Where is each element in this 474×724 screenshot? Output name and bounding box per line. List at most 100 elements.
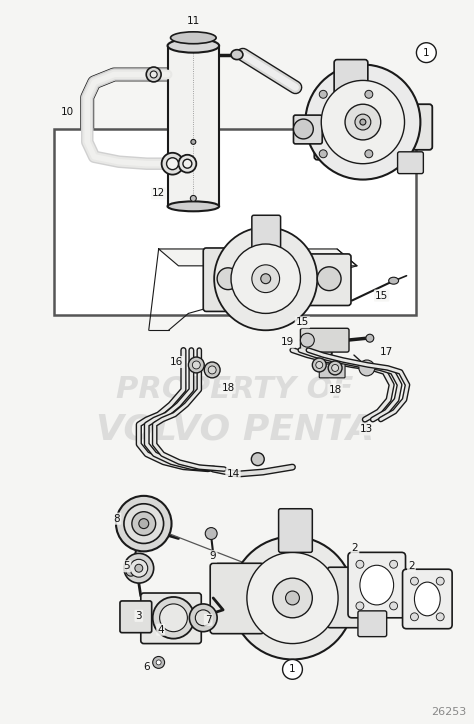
Text: 1: 1 bbox=[289, 665, 296, 674]
Ellipse shape bbox=[168, 201, 219, 211]
FancyBboxPatch shape bbox=[319, 364, 345, 378]
FancyBboxPatch shape bbox=[358, 611, 387, 636]
Ellipse shape bbox=[366, 334, 374, 342]
FancyBboxPatch shape bbox=[210, 563, 264, 634]
Ellipse shape bbox=[204, 362, 220, 378]
Text: 26253: 26253 bbox=[431, 707, 466, 717]
Circle shape bbox=[116, 496, 172, 552]
Text: 16: 16 bbox=[170, 357, 183, 367]
Circle shape bbox=[231, 536, 354, 660]
Circle shape bbox=[345, 104, 381, 140]
Text: 18: 18 bbox=[221, 383, 235, 393]
Ellipse shape bbox=[166, 158, 179, 169]
Ellipse shape bbox=[312, 358, 326, 372]
Circle shape bbox=[285, 591, 300, 605]
FancyBboxPatch shape bbox=[348, 552, 406, 618]
Text: 8: 8 bbox=[114, 513, 120, 523]
Circle shape bbox=[321, 80, 404, 164]
Text: 2: 2 bbox=[408, 561, 415, 571]
Ellipse shape bbox=[192, 361, 201, 369]
Ellipse shape bbox=[208, 366, 216, 374]
FancyBboxPatch shape bbox=[279, 509, 312, 552]
FancyBboxPatch shape bbox=[203, 248, 259, 311]
Ellipse shape bbox=[135, 564, 143, 572]
FancyBboxPatch shape bbox=[141, 593, 201, 644]
Circle shape bbox=[273, 578, 312, 618]
Ellipse shape bbox=[124, 553, 154, 583]
Text: 3: 3 bbox=[136, 611, 142, 620]
Circle shape bbox=[261, 274, 271, 284]
Circle shape bbox=[360, 119, 366, 125]
Ellipse shape bbox=[150, 71, 157, 78]
Ellipse shape bbox=[171, 32, 216, 43]
Ellipse shape bbox=[251, 452, 264, 466]
FancyBboxPatch shape bbox=[327, 567, 378, 628]
Ellipse shape bbox=[162, 153, 183, 174]
Bar bbox=[168, 46, 219, 206]
Circle shape bbox=[283, 660, 302, 679]
Circle shape bbox=[247, 552, 338, 644]
Text: 15: 15 bbox=[375, 290, 388, 300]
Text: PROPERTY OF: PROPERTY OF bbox=[116, 375, 354, 404]
Ellipse shape bbox=[130, 560, 148, 577]
Polygon shape bbox=[159, 249, 357, 266]
Bar bbox=[54, 129, 416, 316]
Circle shape bbox=[390, 560, 398, 568]
Ellipse shape bbox=[389, 277, 399, 284]
Circle shape bbox=[410, 613, 419, 620]
Circle shape bbox=[319, 150, 327, 158]
Ellipse shape bbox=[414, 582, 440, 616]
Circle shape bbox=[356, 602, 364, 610]
Circle shape bbox=[390, 602, 398, 610]
Ellipse shape bbox=[183, 159, 192, 168]
Circle shape bbox=[153, 657, 164, 668]
Circle shape bbox=[436, 577, 444, 585]
Text: 5: 5 bbox=[124, 561, 130, 571]
Text: 15: 15 bbox=[296, 317, 309, 327]
Ellipse shape bbox=[153, 597, 194, 639]
Circle shape bbox=[156, 660, 161, 665]
Text: 6: 6 bbox=[144, 662, 150, 673]
Text: 9: 9 bbox=[210, 552, 217, 561]
Circle shape bbox=[214, 227, 317, 330]
Ellipse shape bbox=[328, 361, 342, 375]
FancyBboxPatch shape bbox=[293, 115, 322, 144]
Circle shape bbox=[359, 360, 375, 376]
Circle shape bbox=[365, 90, 373, 98]
Ellipse shape bbox=[190, 604, 217, 631]
Text: VOLVO PENTA: VOLVO PENTA bbox=[96, 413, 374, 447]
Circle shape bbox=[132, 512, 155, 536]
Ellipse shape bbox=[360, 565, 393, 605]
Circle shape bbox=[305, 64, 420, 180]
Circle shape bbox=[205, 528, 217, 539]
Text: 7: 7 bbox=[205, 615, 211, 625]
FancyBboxPatch shape bbox=[314, 89, 375, 160]
Circle shape bbox=[436, 613, 444, 620]
Circle shape bbox=[365, 150, 373, 158]
FancyBboxPatch shape bbox=[397, 104, 432, 150]
Ellipse shape bbox=[188, 357, 204, 373]
Circle shape bbox=[410, 577, 419, 585]
Circle shape bbox=[319, 90, 327, 98]
Circle shape bbox=[355, 114, 371, 130]
Circle shape bbox=[139, 518, 149, 529]
FancyBboxPatch shape bbox=[120, 601, 152, 633]
Text: 14: 14 bbox=[227, 469, 240, 479]
Circle shape bbox=[356, 560, 364, 568]
Text: 4: 4 bbox=[157, 625, 164, 635]
Circle shape bbox=[191, 140, 196, 144]
Ellipse shape bbox=[231, 50, 243, 59]
Ellipse shape bbox=[332, 364, 338, 371]
Ellipse shape bbox=[168, 39, 219, 53]
Text: 19: 19 bbox=[281, 337, 294, 348]
FancyBboxPatch shape bbox=[307, 254, 351, 306]
Text: 17: 17 bbox=[380, 347, 393, 357]
Ellipse shape bbox=[217, 268, 239, 290]
FancyBboxPatch shape bbox=[252, 215, 281, 254]
FancyBboxPatch shape bbox=[301, 328, 349, 352]
Text: 11: 11 bbox=[187, 16, 200, 26]
Ellipse shape bbox=[301, 333, 314, 347]
Text: 13: 13 bbox=[360, 424, 374, 434]
Ellipse shape bbox=[195, 610, 211, 626]
Text: 18: 18 bbox=[328, 384, 342, 395]
